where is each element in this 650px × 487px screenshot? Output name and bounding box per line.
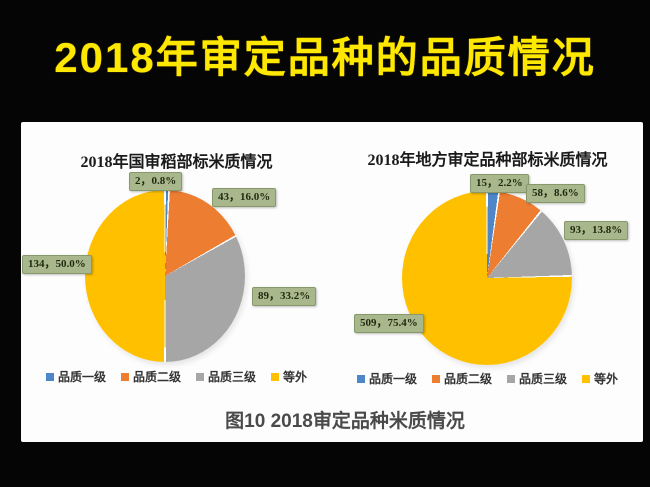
legend-label-grade2: 品质二级 <box>132 370 181 384</box>
legend-label-grade1: 品质一级 <box>57 370 106 384</box>
legend-label-offgrade: 等外 <box>594 372 619 386</box>
legend-item-grade1: 品质一级 <box>356 370 417 387</box>
pie-label-grade2: 58，8.6% <box>526 184 585 204</box>
legend-item-offgrade: 等外 <box>271 368 307 385</box>
pie-label-grade1: 15，2.2% <box>470 174 529 194</box>
legend-label-grade2: 品质二级 <box>443 372 492 386</box>
legend-item-grade2: 品质二级 <box>431 370 492 387</box>
pie-label-grade2: 43，16.0% <box>212 188 277 208</box>
legend-marker-offgrade <box>582 374 591 383</box>
legend-label-grade3: 品质三级 <box>208 370 257 384</box>
legend-label-grade3: 品质三级 <box>519 372 568 386</box>
pie-label-grade3: 89，33.2% <box>252 287 317 307</box>
chart-title-local: 2018年地方审定品种部标米质情况 <box>367 152 608 169</box>
charts-panel: 2018年国审稻部标米质情况 2，0.8% 43，16.0% 89，33.2% … <box>21 122 643 442</box>
pie-chart-national: 2018年国审稻部标米质情况 2，0.8% 43，16.0% 89，33.2% … <box>21 122 332 400</box>
legend-marker-offgrade <box>271 372 280 381</box>
legend-marker-grade2 <box>431 374 440 383</box>
pie-label-offgrade: 509，75.4% <box>354 314 424 334</box>
pie-label-grade1: 2，0.8% <box>129 172 183 192</box>
pie-local <box>402 191 572 365</box>
figure-caption: 图10 2018审定品种米质情况 <box>225 411 465 432</box>
legend-marker-grade1 <box>356 374 365 383</box>
legend-item-grade2: 品质二级 <box>120 368 181 385</box>
pie-chart-local: 2018年地方审定品种部标米质情况 15，2.2% 58，8.6% 93，13.… <box>332 122 643 400</box>
slide-title: 2018年审定品种的品质情况 <box>54 34 596 81</box>
legend-local: 品质一级 品质二级 品质三级 等外 <box>332 370 643 387</box>
legend-item-grade1: 品质一级 <box>45 368 106 385</box>
legend-marker-grade3 <box>507 374 515 383</box>
legend-item-offgrade: 等外 <box>582 370 618 387</box>
legend-marker-grade2 <box>120 372 129 381</box>
legend-marker-grade1 <box>45 372 54 381</box>
legend-label-offgrade: 等外 <box>283 370 308 384</box>
legend-national: 品质一级 品质二级 品质三级 等外 <box>21 368 332 385</box>
legend-marker-grade3 <box>196 372 204 381</box>
pie-label-offgrade: 134，50.0% <box>22 255 92 275</box>
pie-label-grade3: 93，13.8% <box>564 221 629 241</box>
legend-label-grade1: 品质一级 <box>368 372 417 386</box>
legend-item-grade3: 品质三级 <box>507 370 567 387</box>
chart-title-national: 2018年国审稻部标米质情况 <box>80 154 273 171</box>
pie-national <box>85 190 245 362</box>
legend-item-grade3: 品质三级 <box>196 368 256 385</box>
